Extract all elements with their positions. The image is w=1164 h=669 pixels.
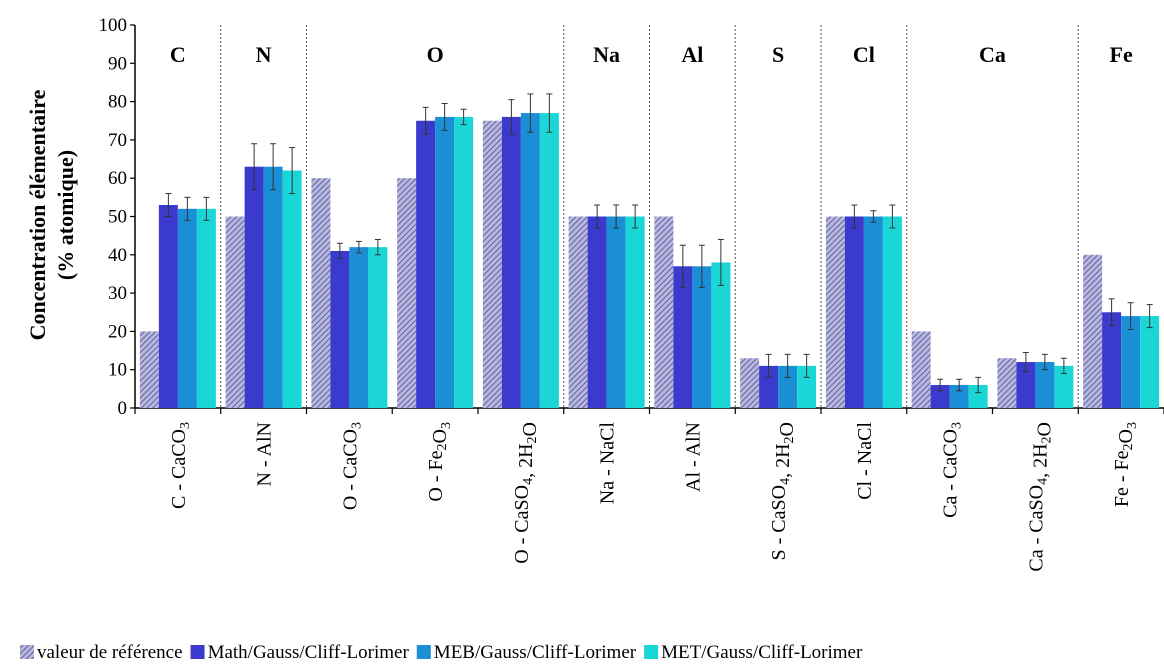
x-tick-label: O - CaSO4, 2H2O: [511, 422, 541, 564]
group-label: S: [772, 42, 784, 67]
y-tick-label: 40: [108, 245, 127, 266]
x-tick-label: N - AlN: [254, 422, 276, 486]
group-label: O: [427, 42, 444, 67]
bar: [844, 216, 864, 408]
y-tick-label: 20: [108, 321, 127, 342]
plot-area: 0 10 20 30 40 50 60 70 80 90 100 C N O Na Al S Cl Ca Fe C - …: [99, 15, 1164, 572]
bar: [368, 247, 388, 408]
y-axis-title-line1: Concentration élémentaire: [25, 89, 50, 340]
x-tick-label: C - CaCO3: [168, 422, 193, 509]
bar: [654, 216, 674, 408]
bar: [625, 216, 645, 408]
bar: [539, 113, 559, 408]
bar: [825, 216, 845, 408]
x-tick-label: Fe - Fe2O3: [1111, 422, 1140, 507]
group-label: C: [170, 42, 186, 67]
bar: [711, 262, 731, 408]
y-tick-label: 10: [108, 360, 127, 381]
bar: [282, 170, 302, 408]
bar: [1016, 362, 1036, 408]
bar: [740, 358, 760, 408]
x-tick-label: O - CaCO3: [339, 422, 364, 510]
bar: [968, 385, 988, 408]
bar: [416, 120, 436, 408]
bar: [863, 216, 883, 408]
bar: [311, 178, 331, 408]
bar: [673, 266, 693, 408]
group-label: N: [256, 42, 272, 67]
legend-label: Math/Gauss/Cliff-Lorimer: [208, 642, 410, 663]
bar: [501, 116, 521, 409]
legend: valeur de référence Math/Gauss/Cliff-Lori…: [20, 642, 863, 663]
legend-label: MET/Gauss/Cliff-Lorimer: [661, 642, 863, 663]
y-axis-title: Concentration élémentaire (% atomique): [25, 89, 78, 340]
bar: [263, 166, 283, 408]
y-tick-label: 60: [108, 168, 127, 189]
x-tick-label: Ca - CaCO3: [940, 422, 965, 518]
bar: [454, 116, 474, 409]
bar: [244, 166, 264, 408]
bar: [759, 365, 779, 408]
bar: [349, 247, 369, 408]
y-tick-label: 70: [108, 130, 127, 151]
bar: [1035, 362, 1055, 408]
y-tick-label: 50: [108, 207, 127, 228]
legend-label: valeur de référence: [37, 642, 183, 663]
y-tick-label: 80: [108, 92, 127, 113]
y-tick-label: 0: [118, 398, 128, 419]
bar: [435, 116, 455, 409]
bar: [692, 266, 712, 408]
bar: [1102, 312, 1122, 408]
bar: [1121, 316, 1141, 408]
bar: [196, 208, 216, 408]
bar: [1140, 316, 1160, 408]
x-tick-label: Na - NaCl: [597, 422, 619, 505]
bar: [997, 358, 1017, 408]
legend-swatch: [644, 645, 659, 659]
bar: [882, 216, 902, 408]
y-tick-label: 100: [99, 15, 128, 36]
x-tick-label: S - CaSO4, 2H2O: [768, 422, 798, 560]
y-axis-title-line2: (% atomique): [53, 150, 78, 280]
legend-swatch: [190, 645, 205, 659]
legend-swatch: [20, 645, 34, 659]
group-label: Ca: [979, 42, 1006, 67]
bar: [330, 250, 350, 408]
bar: [568, 216, 588, 408]
group-label: Cl: [853, 42, 875, 67]
bar: [225, 216, 245, 408]
x-tick-label: Al - AlN: [682, 422, 704, 492]
bar: [1083, 254, 1103, 408]
group-label: Na: [593, 42, 620, 67]
bar: [949, 385, 969, 408]
y-tick-label: 90: [108, 53, 127, 74]
legend-swatch: [416, 645, 431, 659]
y-tick-label: 30: [108, 283, 127, 304]
bar: [778, 365, 798, 408]
bar: [482, 120, 502, 408]
bar: [587, 216, 607, 408]
bar: [397, 178, 417, 408]
x-tick-label: O - Fe2O3: [425, 422, 454, 502]
group-label: Fe: [1110, 42, 1133, 67]
x-tick-label: Ca - CaSO4, 2H2O: [1025, 422, 1055, 572]
bar: [606, 216, 626, 408]
x-tick-label: Cl - NaCl: [854, 422, 876, 500]
bar: [139, 331, 159, 408]
bar: [520, 113, 540, 408]
bar: [930, 385, 950, 408]
bar: [911, 331, 931, 408]
bar: [177, 208, 197, 408]
bar: [158, 205, 178, 408]
bar: [797, 365, 817, 408]
legend-label: MEB/Gauss/Cliff-Lorimer: [434, 642, 637, 663]
group-label: Al: [681, 42, 703, 67]
bar: [1054, 365, 1074, 408]
